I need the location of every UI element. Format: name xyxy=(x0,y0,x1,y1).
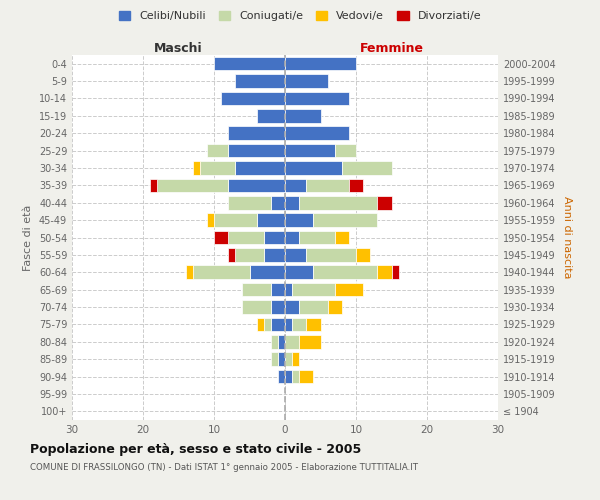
Bar xyxy=(257,318,264,331)
Bar xyxy=(313,266,377,279)
Bar xyxy=(292,283,335,296)
Bar xyxy=(292,352,299,366)
Bar xyxy=(228,196,271,209)
Bar xyxy=(285,230,299,244)
Bar xyxy=(377,196,392,209)
Bar xyxy=(285,318,292,331)
Bar xyxy=(250,266,285,279)
Bar xyxy=(377,266,392,279)
Bar xyxy=(285,178,307,192)
Bar xyxy=(278,352,285,366)
Bar xyxy=(285,370,292,384)
Bar xyxy=(349,178,363,192)
Bar xyxy=(242,300,271,314)
Bar xyxy=(299,196,377,209)
Bar xyxy=(200,161,235,175)
Bar xyxy=(228,144,285,158)
Bar xyxy=(235,248,264,262)
Bar xyxy=(299,300,328,314)
Bar xyxy=(271,318,285,331)
Bar xyxy=(150,178,157,192)
Bar xyxy=(335,230,349,244)
Bar xyxy=(271,196,285,209)
Bar xyxy=(228,126,285,140)
Text: Maschi: Maschi xyxy=(154,42,203,55)
Bar xyxy=(285,92,349,105)
Bar xyxy=(285,335,299,348)
Bar xyxy=(207,214,214,227)
Bar xyxy=(228,178,285,192)
Bar xyxy=(392,266,398,279)
Bar xyxy=(307,178,349,192)
Bar xyxy=(335,144,356,158)
Y-axis label: Anni di nascita: Anni di nascita xyxy=(562,196,572,279)
Bar xyxy=(342,161,392,175)
Bar xyxy=(285,144,335,158)
Text: Femmine: Femmine xyxy=(359,42,424,55)
Bar xyxy=(214,57,285,70)
Bar xyxy=(193,161,200,175)
Bar xyxy=(356,248,370,262)
Text: Popolazione per età, sesso e stato civile - 2005: Popolazione per età, sesso e stato civil… xyxy=(30,442,361,456)
Bar xyxy=(285,74,328,88)
Bar xyxy=(264,248,285,262)
Bar xyxy=(214,230,228,244)
Bar xyxy=(307,248,356,262)
Bar xyxy=(257,109,285,122)
Bar xyxy=(271,352,278,366)
Bar xyxy=(235,74,285,88)
Bar xyxy=(285,214,313,227)
Bar xyxy=(299,230,335,244)
Bar xyxy=(235,161,285,175)
Bar xyxy=(157,178,228,192)
Bar xyxy=(264,318,271,331)
Bar xyxy=(271,335,278,348)
Bar xyxy=(264,230,285,244)
Bar xyxy=(278,370,285,384)
Bar xyxy=(185,266,193,279)
Bar xyxy=(207,144,228,158)
Bar xyxy=(328,300,342,314)
Bar xyxy=(242,283,271,296)
Bar xyxy=(285,57,356,70)
Legend: Celibi/Nubili, Coniugati/e, Vedovi/e, Divorziati/e: Celibi/Nubili, Coniugati/e, Vedovi/e, Di… xyxy=(119,10,481,21)
Bar xyxy=(335,283,363,296)
Bar xyxy=(257,214,285,227)
Bar xyxy=(285,283,292,296)
Y-axis label: Fasce di età: Fasce di età xyxy=(23,204,33,270)
Bar xyxy=(193,266,250,279)
Bar xyxy=(285,266,313,279)
Bar xyxy=(285,352,292,366)
Bar xyxy=(221,92,285,105)
Bar xyxy=(313,214,377,227)
Text: COMUNE DI FRASSILONGO (TN) - Dati ISTAT 1° gennaio 2005 - Elaborazione TUTTITALI: COMUNE DI FRASSILONGO (TN) - Dati ISTAT … xyxy=(30,462,418,471)
Bar xyxy=(307,318,320,331)
Bar xyxy=(228,248,235,262)
Bar xyxy=(228,230,264,244)
Bar xyxy=(285,109,320,122)
Bar xyxy=(271,300,285,314)
Bar xyxy=(299,370,313,384)
Bar xyxy=(292,318,307,331)
Bar xyxy=(299,335,320,348)
Bar xyxy=(292,370,299,384)
Bar xyxy=(271,283,285,296)
Bar xyxy=(285,196,299,209)
Bar xyxy=(285,161,342,175)
Bar xyxy=(285,248,307,262)
Bar xyxy=(278,335,285,348)
Bar xyxy=(285,126,349,140)
Bar xyxy=(214,214,257,227)
Bar xyxy=(285,300,299,314)
